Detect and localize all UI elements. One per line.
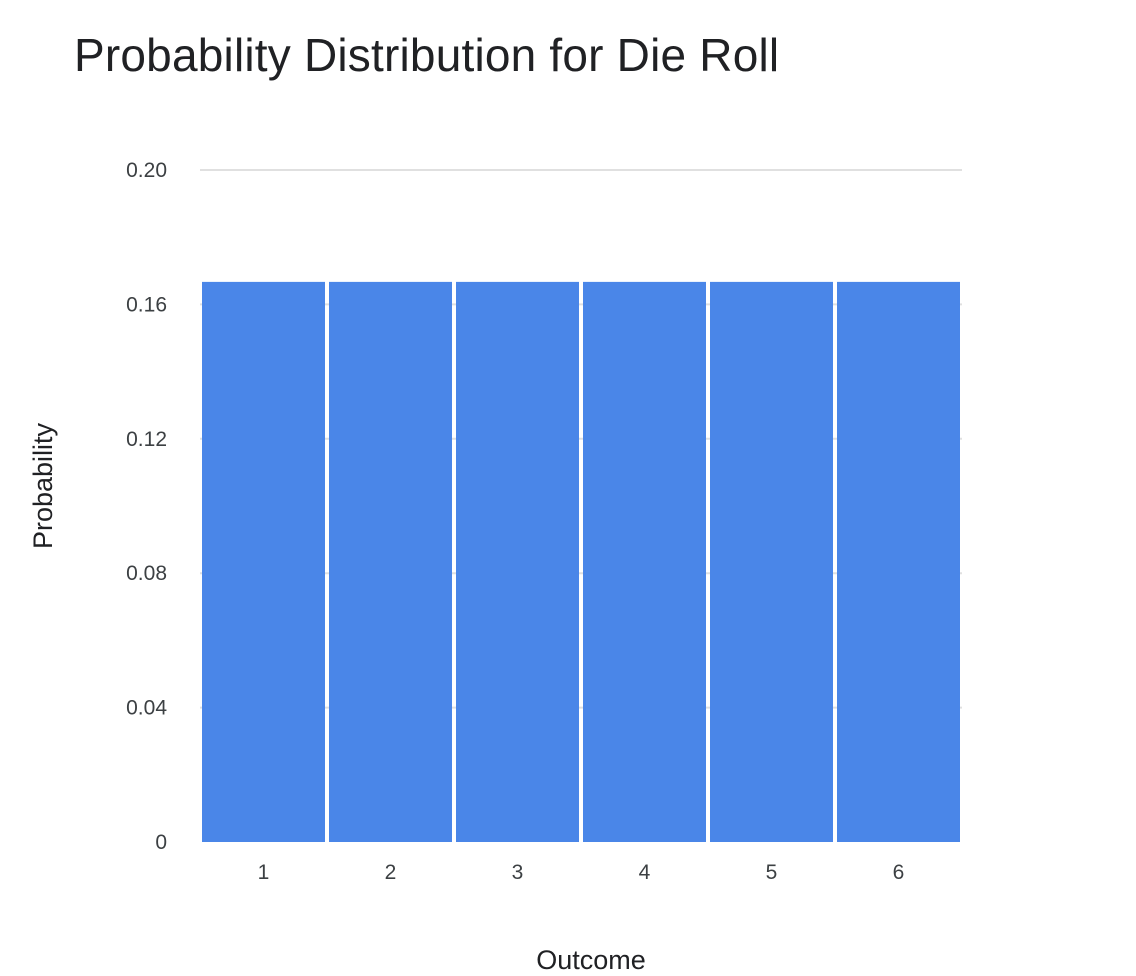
y-axis-ticks: 0 0.04 0.08 0.12 0.16 0.20 bbox=[126, 159, 167, 854]
y-tick-label: 0.04 bbox=[126, 697, 167, 720]
y-tick-label: 0.20 bbox=[126, 159, 167, 182]
bar-2 bbox=[329, 281, 452, 842]
bar-3 bbox=[456, 281, 579, 842]
bar-1 bbox=[202, 281, 325, 842]
y-tick-label: 0.16 bbox=[126, 293, 167, 316]
x-tick-label: 6 bbox=[893, 861, 905, 884]
gridlines bbox=[200, 169, 962, 709]
x-tick-label: 1 bbox=[258, 861, 270, 884]
x-axis-ticks: 1 2 3 4 5 6 bbox=[258, 861, 905, 884]
y-tick-label: 0 bbox=[155, 831, 167, 854]
x-tick-label: 4 bbox=[639, 861, 651, 884]
y-tick-label: 0.08 bbox=[126, 562, 167, 585]
bar-5 bbox=[710, 281, 833, 842]
x-tick-label: 2 bbox=[385, 861, 397, 884]
bar-4 bbox=[583, 281, 706, 842]
y-tick-label: 0.12 bbox=[126, 428, 167, 451]
x-tick-label: 3 bbox=[512, 861, 524, 884]
chart-title: Probability Distribution for Die Roll bbox=[74, 29, 780, 81]
bars bbox=[202, 281, 960, 842]
bar-6 bbox=[837, 281, 960, 842]
x-axis-label: Outcome bbox=[536, 945, 646, 975]
y-axis-label: Probability bbox=[28, 422, 58, 549]
x-tick-label: 5 bbox=[766, 861, 778, 884]
